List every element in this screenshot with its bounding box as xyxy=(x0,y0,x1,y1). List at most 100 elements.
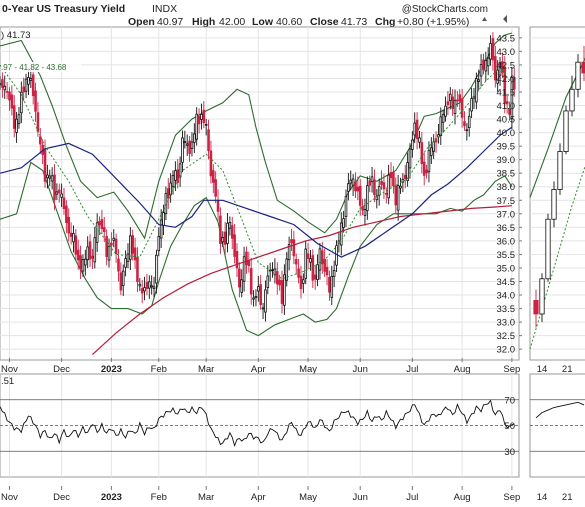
candle-body xyxy=(57,189,61,194)
candle-body xyxy=(321,250,324,265)
candle-body xyxy=(10,94,14,109)
candle-body xyxy=(316,264,319,281)
right-candle-body xyxy=(575,61,581,90)
candle-body xyxy=(439,116,443,136)
candle-body xyxy=(399,185,402,189)
rsi-line xyxy=(0,399,515,448)
candle-body xyxy=(479,64,483,77)
candle-body xyxy=(69,232,73,237)
candle-body xyxy=(287,244,291,261)
price-legend-text: ) 41.73 xyxy=(1,30,31,41)
candle-body xyxy=(107,245,111,261)
ohlc-readout: Open 40.97 High 42.00 Low 40.60 Close 41… xyxy=(128,16,469,28)
candle-body xyxy=(422,161,426,176)
x-tick-label: Feb xyxy=(151,492,167,503)
candle-body xyxy=(377,186,381,196)
candle-body xyxy=(475,78,478,103)
price-y-tick-label: 33.5 xyxy=(497,304,516,315)
candle-body xyxy=(223,231,227,245)
candle-body xyxy=(34,90,37,112)
candle-body xyxy=(460,98,464,118)
rsi-y-ticks: 30 50 70 xyxy=(504,395,515,458)
candle-body xyxy=(131,235,135,254)
x-tick-label: Feb xyxy=(151,364,167,375)
candle-body xyxy=(330,275,334,298)
candle-body xyxy=(361,206,364,211)
candle-body xyxy=(157,235,161,252)
candle-body xyxy=(143,287,146,292)
candle-body xyxy=(370,176,374,183)
candle-body xyxy=(387,174,390,199)
candle-body xyxy=(354,181,357,192)
x-tick-label: Sep xyxy=(503,364,520,375)
candle-body xyxy=(465,129,469,131)
right-price-candles xyxy=(533,45,585,328)
x-tick-label: Jul xyxy=(406,364,418,375)
candle-body xyxy=(162,212,165,226)
candle-body xyxy=(226,222,229,244)
candle-body xyxy=(219,215,222,244)
price-y-ticks: 32.0 32.5 33.0 33.5 34.0 34.5 35.0 35.5 36.0 36.5… xyxy=(497,33,522,356)
candle-body xyxy=(126,253,130,262)
chg-label: Chg xyxy=(375,16,395,28)
candle-body xyxy=(413,122,417,136)
candle-body xyxy=(411,139,414,150)
candle-body xyxy=(339,222,343,246)
candle-body xyxy=(22,86,25,93)
candle-body xyxy=(207,129,210,152)
candle-body xyxy=(458,94,462,102)
price-y-tick-label: 43.5 xyxy=(497,33,516,44)
candle-body xyxy=(349,179,353,184)
candle-body xyxy=(486,57,490,67)
candle-body xyxy=(415,119,419,139)
candle-body xyxy=(467,115,471,129)
candle-body xyxy=(451,96,454,109)
candle-body xyxy=(332,270,336,277)
candle-body xyxy=(311,255,315,281)
candle-body xyxy=(394,185,398,206)
price-panel: 32.0 32.5 33.0 33.5 34.0 34.5 35.0 35.5 36.0 36.5… xyxy=(0,26,522,361)
right-rsi-line xyxy=(535,401,585,419)
x-tick-label: 2023 xyxy=(101,492,122,503)
candle-body xyxy=(174,170,177,181)
x-tick-label: 2023 xyxy=(101,364,122,375)
candle-body xyxy=(202,109,206,123)
candle-body xyxy=(444,105,447,117)
moving-averages xyxy=(0,64,513,356)
x-tick-label: Nov xyxy=(1,364,18,375)
candle-body xyxy=(510,77,514,119)
candle-body xyxy=(247,260,251,267)
candle-body xyxy=(242,256,246,282)
candle-body xyxy=(494,56,497,81)
candle-body xyxy=(427,150,431,173)
x-tick-label: Apr xyxy=(251,364,266,375)
candle-body xyxy=(389,172,393,179)
price-panel-frame xyxy=(0,26,520,361)
sma-short-line xyxy=(0,64,513,280)
candle-body xyxy=(221,237,225,243)
candle-body xyxy=(185,143,189,146)
candle-body xyxy=(456,99,459,102)
candle-body xyxy=(36,112,40,132)
candle-body xyxy=(17,114,21,125)
candle-body xyxy=(470,98,473,112)
candle-body xyxy=(230,225,234,239)
candle-body xyxy=(55,191,59,195)
candle-body xyxy=(138,283,142,287)
price-y-tick-label: 32.5 xyxy=(497,331,516,342)
candle-body xyxy=(211,170,215,183)
right-x-axis-bottom: 14 21 xyxy=(537,492,573,503)
candle-body xyxy=(401,179,405,183)
candle-body xyxy=(368,180,371,186)
candle-body xyxy=(238,268,241,288)
sma-200-line xyxy=(91,205,512,356)
candle-body xyxy=(88,241,92,260)
price-candles xyxy=(0,32,516,322)
candle-body xyxy=(155,254,158,284)
candle-body xyxy=(50,175,54,182)
price-y-tick-label: 41.5 xyxy=(497,87,516,98)
candle-body xyxy=(482,59,485,70)
candle-body xyxy=(351,178,355,186)
candle-body xyxy=(164,193,168,215)
